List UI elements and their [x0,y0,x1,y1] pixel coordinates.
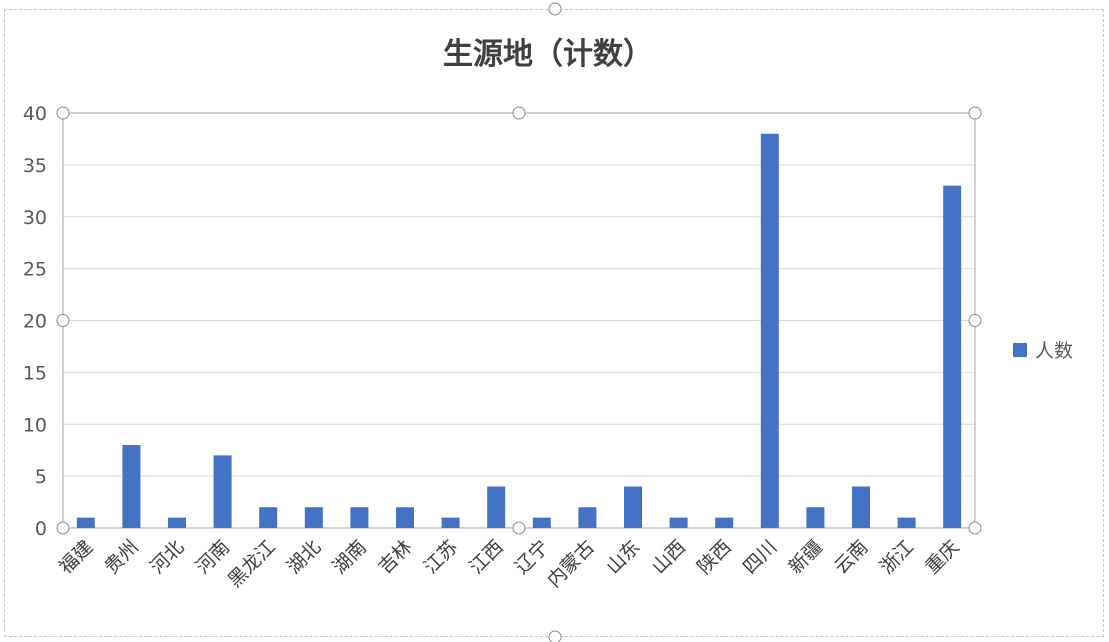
bar-云南[interactable] [852,486,870,529]
resize-handle[interactable] [512,106,526,120]
legend-swatch [1013,343,1027,357]
y-tick-label: 35 [23,155,47,177]
bar-湖北[interactable] [304,507,323,528]
bar-河南[interactable] [213,455,232,528]
bar-山西[interactable] [669,517,688,528]
y-tick-label: 30 [23,207,47,229]
x-tick-label: 贵州 [100,536,142,578]
x-tick-label: 云南 [830,536,872,578]
resize-handle[interactable] [56,106,70,120]
x-tick-label: 浙江 [876,536,918,578]
bar-新疆[interactable] [806,507,825,528]
x-tick-label: 湖南 [328,536,370,578]
bar-江西[interactable] [487,486,506,529]
y-tick-label: 5 [35,466,47,488]
resize-handle[interactable] [548,2,562,16]
x-tick-label: 江西 [465,536,507,578]
x-tick-label: 黑龙江 [224,536,280,592]
bar-湖南[interactable] [350,507,369,528]
x-tick-label: 新疆 [784,536,826,578]
x-tick-label: 吉林 [374,536,416,578]
y-tick-label: 15 [23,362,47,384]
x-tick-label: 山西 [648,536,690,578]
chart-title: 生源地（计数） [443,37,653,72]
bar-辽宁[interactable] [532,517,551,528]
resize-handle[interactable] [56,521,70,535]
resize-handle[interactable] [548,630,562,642]
legend: 人数 [1013,340,1073,362]
x-tick-label: 江苏 [420,536,462,578]
resize-handle[interactable] [968,314,982,327]
y-tick-label: 25 [23,259,47,281]
bar-内蒙古[interactable] [578,507,597,528]
bar-浙江[interactable] [897,517,916,528]
resize-handle[interactable] [56,314,70,327]
legend-label: 人数 [1035,340,1073,362]
bar-黑龙江[interactable] [259,507,278,528]
bar-吉林[interactable] [396,507,414,528]
x-tick-label: 山东 [602,536,644,578]
bar-河北[interactable] [168,517,186,528]
resize-handle[interactable] [968,521,982,535]
bar-四川[interactable] [760,133,779,528]
x-tick-label: 湖北 [283,536,325,578]
bar-重庆[interactable] [943,185,962,528]
bar-山东[interactable] [624,486,642,529]
x-tick-label: 内蒙古 [543,536,599,592]
bar-陕西[interactable] [715,517,734,528]
resize-handle[interactable] [968,106,982,120]
y-tick-label: 0 [35,518,47,540]
x-tick-label: 重庆 [921,536,963,578]
y-tick-label: 40 [23,103,47,125]
x-tick-label: 四川 [739,536,781,578]
resize-handle[interactable] [512,521,526,535]
x-tick-label: 福建 [55,536,97,578]
bar-江苏[interactable] [441,517,460,528]
bar-贵州[interactable] [122,445,141,528]
bar-福建[interactable] [76,517,95,528]
x-tick-label: 河北 [146,536,188,578]
y-tick-label: 20 [23,311,47,333]
y-tick-label: 10 [23,414,47,436]
x-tick-label: 陕西 [693,536,735,578]
